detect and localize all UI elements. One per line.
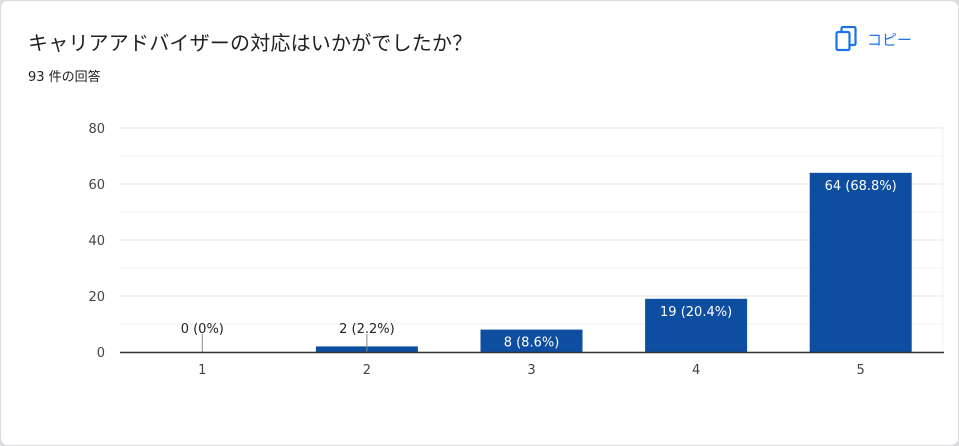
data-label: 64 (68.8%) [825,179,897,194]
y-tick-label: 60 [88,178,105,193]
y-tick-label: 0 [97,346,105,361]
bar [645,298,748,352]
x-tick-label: 2 [363,363,371,378]
data-label: 2 (2.2%) [339,322,395,337]
bar [809,172,912,352]
y-tick-label: 20 [88,290,105,305]
question-title: キャリアアドバイザーの対応はいかがでしたか？ [28,31,473,55]
x-tick-label: 5 [857,363,865,378]
data-label: 8 (8.6%) [504,336,560,351]
x-tick-label: 1 [198,363,206,378]
copy-icon [835,26,857,52]
copy-label: コピー [867,30,913,49]
data-label: 19 (20.4%) [660,305,732,320]
copy-button[interactable]: コピー [827,21,920,57]
y-tick-label: 40 [88,234,105,249]
bar [480,329,583,352]
data-label: 0 (0%) [181,322,224,337]
x-tick-label: 3 [527,363,535,378]
y-tick-label: 80 [88,122,105,137]
x-tick-label: 4 [692,363,700,378]
response-count: 93 件の回答 [28,70,101,85]
